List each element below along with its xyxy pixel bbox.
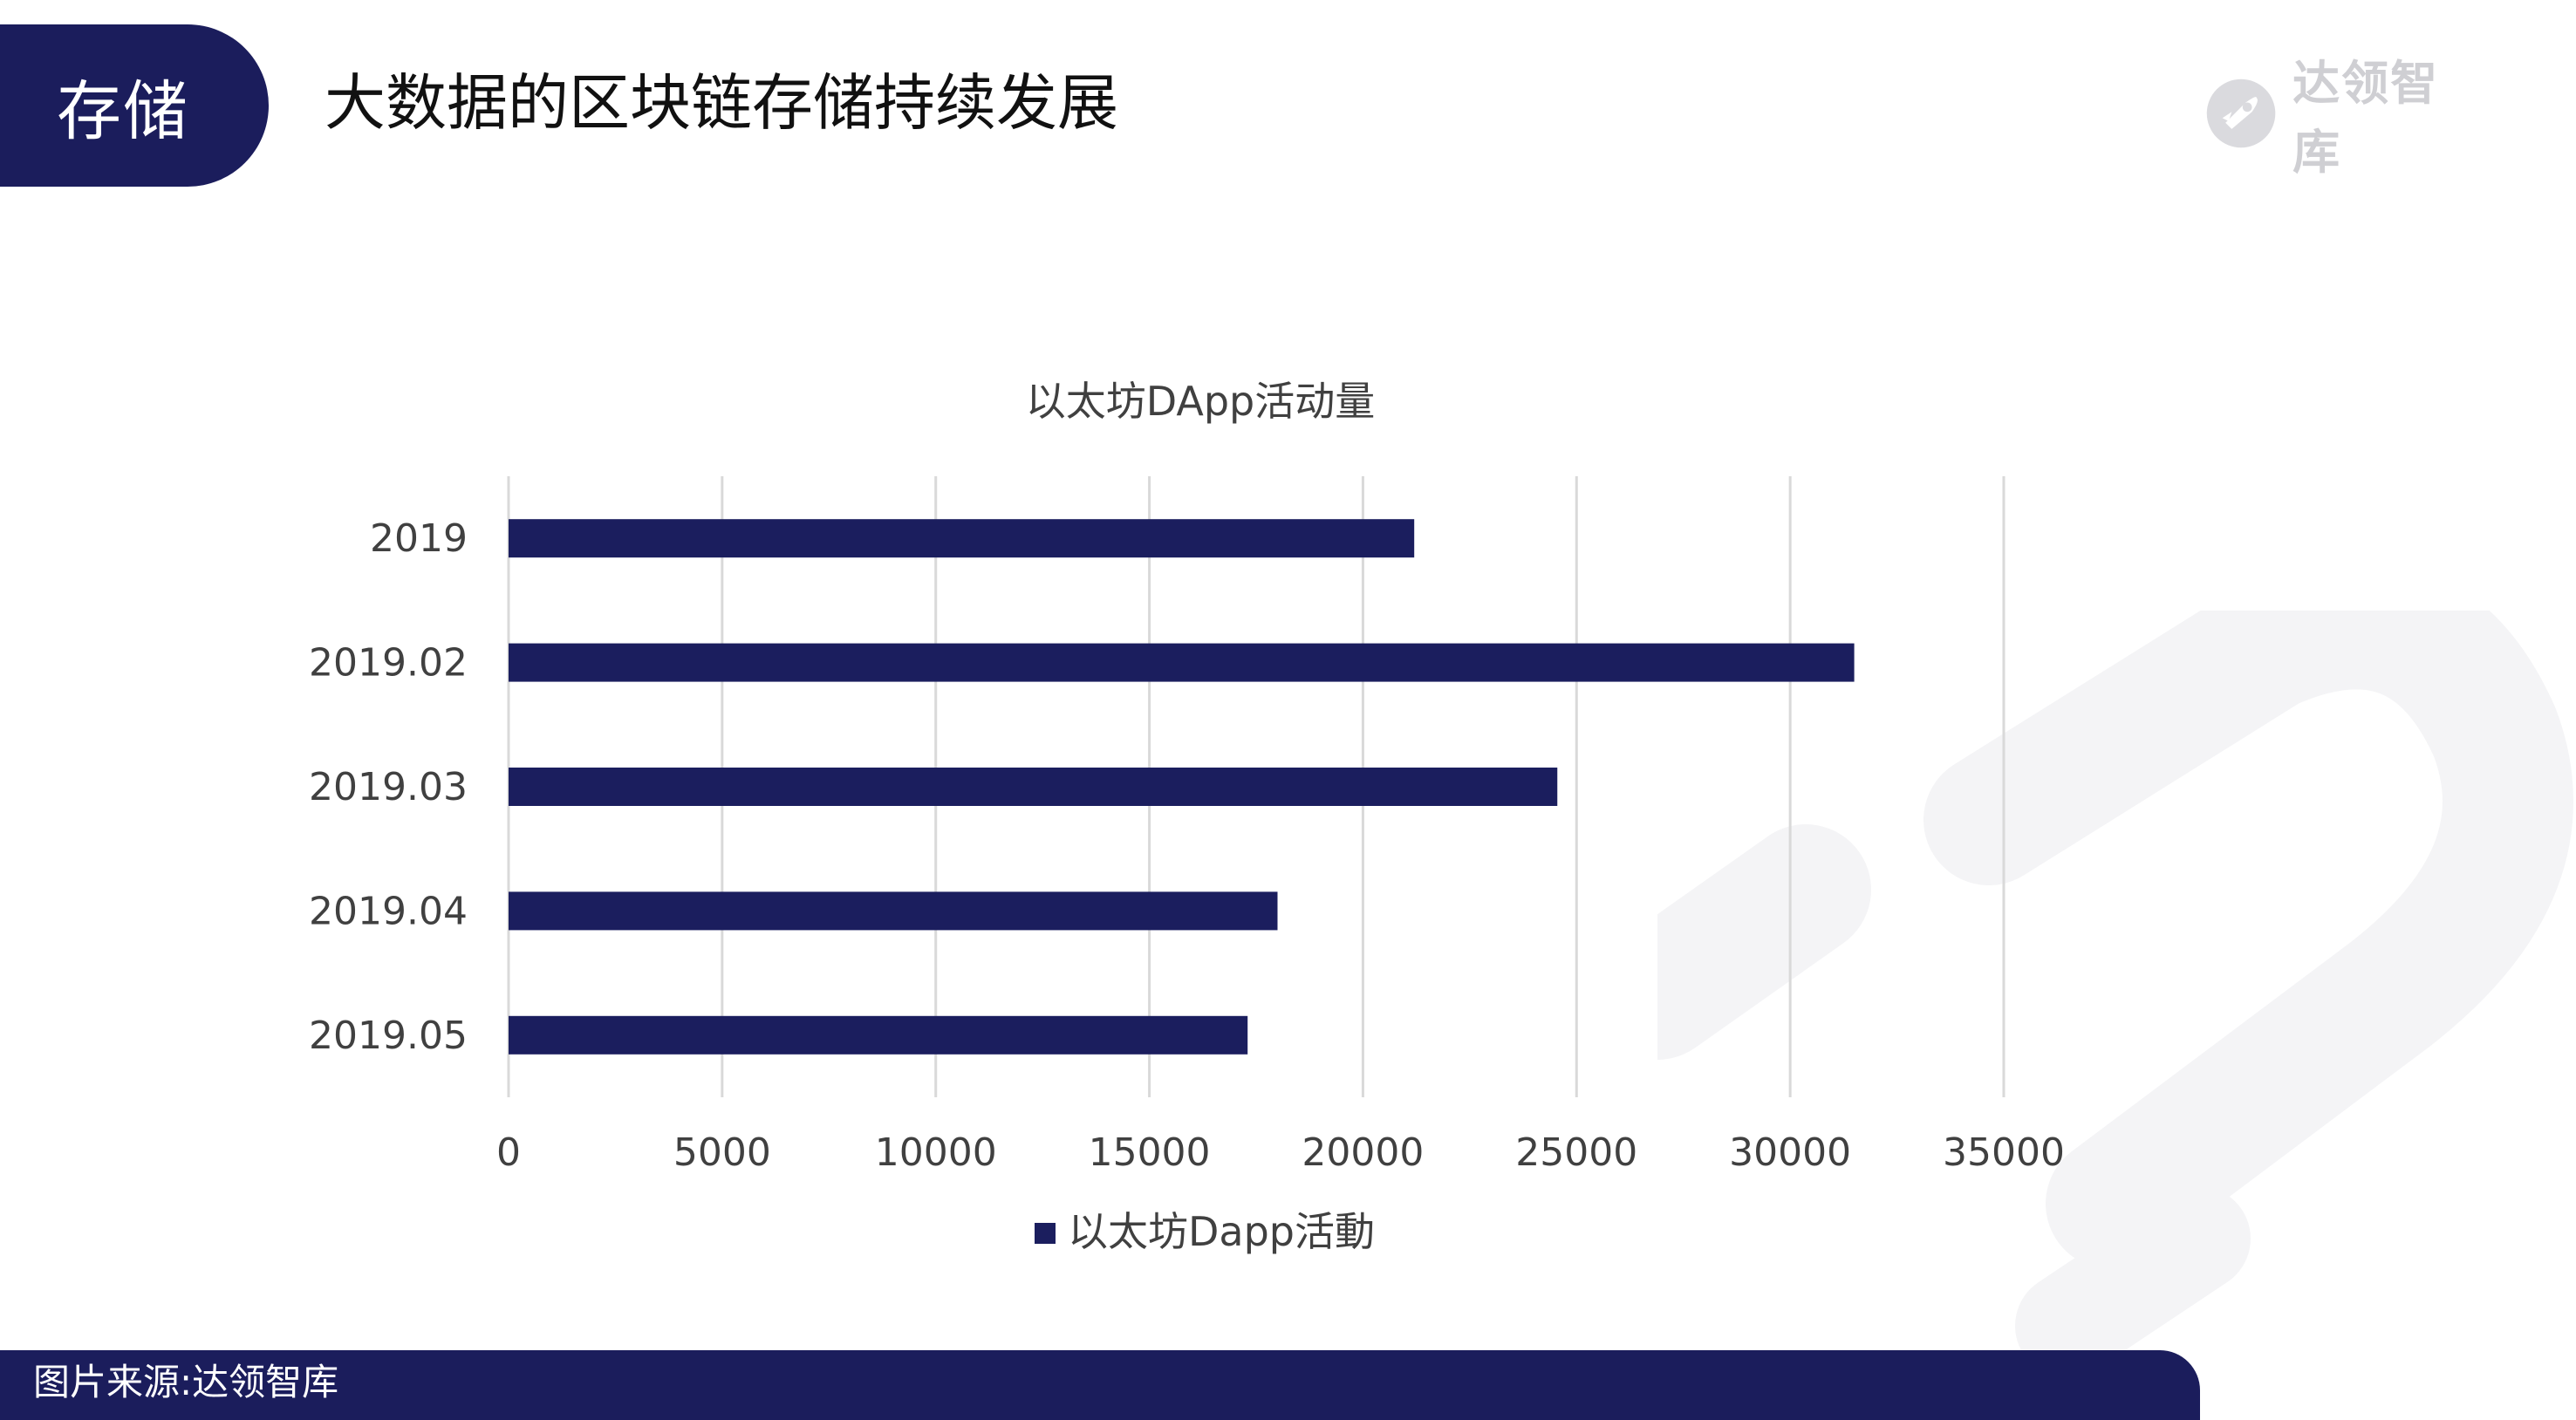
y-category-label: 2019.03 (309, 765, 468, 809)
y-category-label: 2019.02 (309, 641, 468, 686)
bar (509, 643, 1855, 682)
bar-chart: 以太坊DApp活动量 2019 2019.02 2019.03 2019.04 2019… (309, 378, 2065, 1255)
x-tick-label: 35000 (1943, 1130, 2065, 1175)
x-tick-label: 30000 (1729, 1130, 1851, 1175)
y-category-label: 2019.04 (309, 889, 468, 933)
x-tick-label: 10000 (875, 1130, 997, 1175)
rocket-badge-icon (2206, 79, 2276, 148)
bar (509, 1015, 1248, 1055)
section-tab-label: 存储 (57, 73, 189, 149)
brand-logo: 达领智库 (2205, 56, 2467, 180)
y-category-label: 2019 (370, 516, 468, 561)
logo-text: 达领智库 (2292, 56, 2440, 180)
x-tick-label: 25000 (1515, 1130, 1637, 1175)
chart-title: 以太坊DApp活动量 (1026, 378, 1375, 425)
x-tick-label: 20000 (1302, 1130, 1424, 1175)
x-tick-label: 5000 (673, 1130, 771, 1175)
y-category-label: 2019.05 (309, 1014, 468, 1058)
section-tab: 存储 (0, 24, 269, 187)
legend-label: 以太坊Dapp活動 (1068, 1208, 1375, 1255)
x-tick-label: 0 (496, 1130, 521, 1175)
watermark-graphic (1657, 611, 2573, 1378)
bar (509, 519, 1415, 558)
legend-swatch (1035, 1223, 1056, 1244)
bar (509, 768, 1558, 806)
page-title: 大数据的区块链存储持续发展 (325, 67, 1118, 139)
footer-source: 图片来源:达领智库 (33, 1361, 339, 1403)
bar (509, 891, 1278, 931)
x-tick-label: 15000 (1089, 1130, 1211, 1175)
